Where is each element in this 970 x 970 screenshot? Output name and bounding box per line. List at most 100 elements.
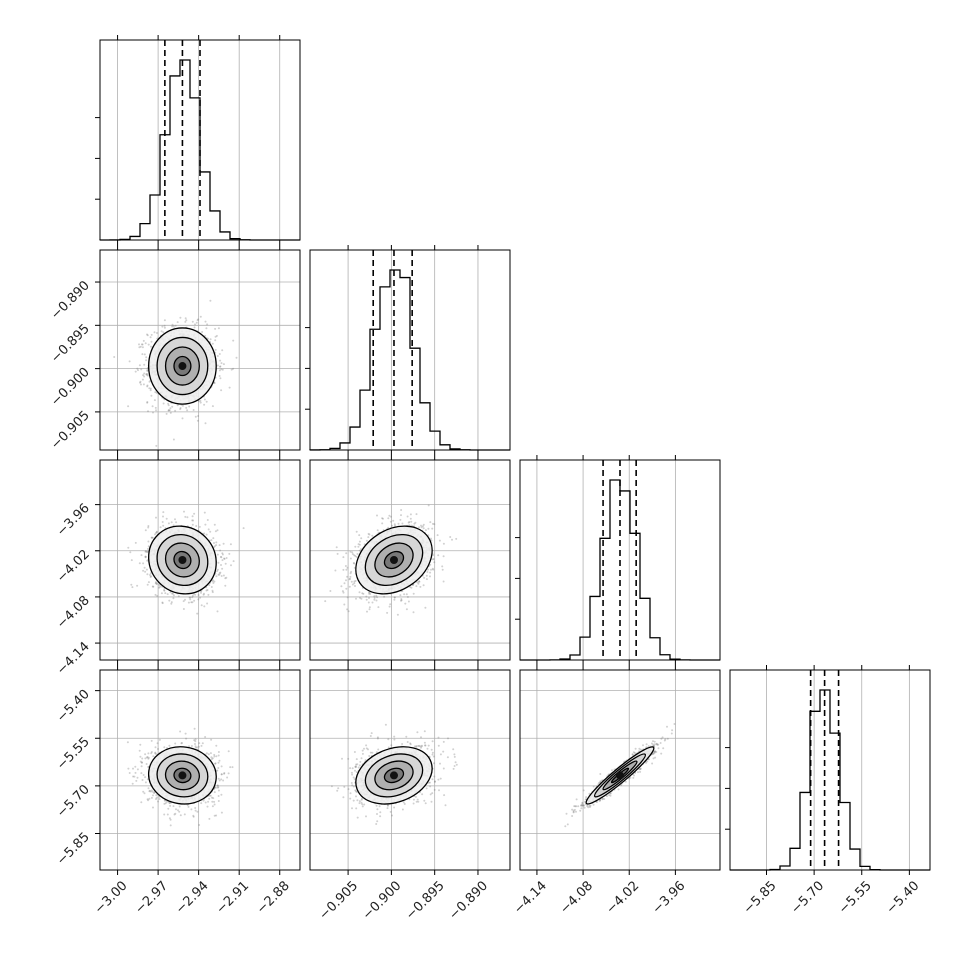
sample-point (431, 522, 434, 525)
sample-point (204, 320, 207, 323)
sample-point (153, 399, 156, 402)
sample-point (146, 369, 149, 372)
sample-point (155, 530, 158, 533)
sample-point (442, 580, 445, 583)
sample-point (214, 327, 217, 330)
sample-point (358, 540, 361, 543)
panel-frame (309, 249, 511, 451)
sample-point (194, 740, 197, 743)
sample-point (366, 610, 368, 613)
sample-point (183, 510, 185, 513)
sample-point (386, 611, 389, 614)
sample-point (221, 553, 224, 556)
sample-point (346, 566, 349, 569)
sample-point (206, 519, 209, 521)
sample-point (132, 767, 134, 770)
sample-point (134, 370, 137, 373)
sample-point (365, 539, 368, 542)
sample-point (182, 608, 185, 610)
sample-point (409, 513, 412, 516)
sample-point (160, 592, 163, 595)
sample-point (216, 355, 219, 357)
sample-point (224, 584, 227, 587)
sample-point (215, 544, 218, 547)
sample-point (146, 384, 149, 387)
sample-point (142, 562, 145, 565)
sample-point (142, 339, 145, 342)
sample-point (126, 741, 129, 744)
sample-point (162, 402, 165, 405)
sample-point (427, 504, 430, 507)
histogram-panel-1 (99, 39, 301, 241)
sample-point (146, 550, 149, 553)
sample-point (132, 775, 135, 778)
sample-point (144, 555, 147, 558)
sample-point (344, 565, 347, 567)
sample-point (430, 537, 432, 540)
sample-point (422, 584, 425, 587)
sample-point (349, 577, 351, 580)
sample-point (424, 529, 427, 532)
sample-point (141, 779, 144, 781)
sample-point (168, 599, 171, 602)
sample-point (353, 562, 356, 565)
sample-point (147, 526, 150, 529)
sample-point (168, 801, 171, 804)
sample-point (200, 591, 202, 594)
sample-point (198, 525, 201, 528)
sample-point (221, 368, 224, 371)
sample-point (400, 514, 402, 517)
sample-point (144, 342, 147, 345)
sample-point (216, 364, 219, 367)
sample-point (219, 571, 222, 574)
sample-point (406, 515, 409, 518)
sample-point (155, 796, 158, 799)
sample-point (207, 528, 210, 531)
sample-point (191, 320, 194, 323)
sample-point (145, 373, 148, 376)
scatter-panel-3-2 (309, 459, 511, 661)
sample-point (216, 784, 219, 787)
sample-point (162, 524, 165, 527)
sample-point (191, 601, 194, 604)
sample-point (437, 554, 440, 557)
sample-point (220, 575, 223, 577)
sample-point (215, 575, 218, 578)
sample-point (203, 398, 206, 401)
sample-point (141, 378, 144, 381)
sample-point (146, 370, 149, 372)
sample-point (191, 519, 194, 522)
sample-point (147, 799, 150, 802)
panel-frame (99, 39, 301, 241)
sample-point (134, 541, 137, 544)
sample-point (184, 515, 187, 518)
sample-point (151, 536, 154, 539)
sample-point (161, 602, 164, 605)
sample-point (158, 798, 161, 800)
sample-point (166, 593, 169, 596)
sample-point (400, 599, 403, 602)
sample-point (414, 521, 417, 524)
sample-point (192, 814, 195, 817)
sample-point (169, 407, 172, 410)
density-peak (389, 556, 398, 564)
sample-point (144, 757, 147, 760)
sample-point (345, 579, 347, 582)
sample-point (354, 585, 356, 587)
sample-point (175, 521, 178, 524)
sample-point (429, 571, 432, 574)
sample-point (345, 552, 348, 555)
sample-point (147, 545, 150, 548)
sample-point (242, 527, 245, 530)
sample-point (221, 349, 224, 352)
sample-point (416, 581, 419, 584)
sample-point (362, 592, 365, 595)
sample-point (187, 601, 190, 604)
scatter-panel-4-1 (99, 669, 301, 871)
sample-point (341, 590, 344, 593)
sample-point (147, 756, 150, 759)
sample-point (211, 405, 214, 408)
sample-point (154, 406, 157, 409)
sample-point (219, 365, 222, 368)
sample-point (204, 422, 207, 425)
